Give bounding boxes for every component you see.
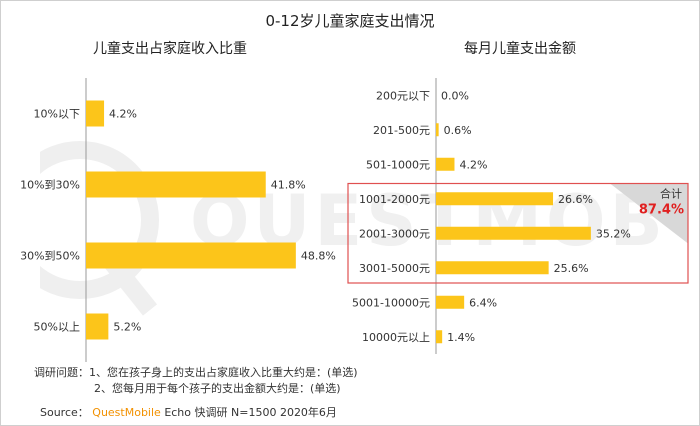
source-detail: Echo 快调研 N=1500 2020年6月 xyxy=(164,406,337,419)
right-bar xyxy=(436,157,455,171)
total-corner-triangle xyxy=(610,183,688,244)
left-value-label: 4.2% xyxy=(109,108,137,121)
survey-question-1: 调研问题：1、您在孩子身上的支出占家庭收入比重大约是：(单选) xyxy=(34,366,358,379)
right-bar xyxy=(436,192,554,206)
right-chart-title: 每月儿童支出金额 xyxy=(464,41,576,57)
left-category-label: 30%到50% xyxy=(20,250,80,263)
right-value-label: 35.2% xyxy=(596,227,631,240)
right-category-label: 5001-10000元 xyxy=(352,296,430,309)
right-value-label: 25.6% xyxy=(554,262,589,275)
right-category-label: 10000元以上 xyxy=(362,331,430,344)
highlight-box xyxy=(347,182,689,284)
right-bar-chart: 200元以下 0.0% 201-500元 0.6% 501-1000元 4.2% 1001-… xyxy=(352,78,631,354)
left-value-label: 5.2% xyxy=(113,321,141,334)
right-bar xyxy=(436,123,439,137)
right-value-label: 1.4% xyxy=(447,331,475,344)
total-value: 87.4% xyxy=(639,203,684,218)
right-category-label: 501-1000元 xyxy=(366,158,430,171)
left-category-label: 50%以上 xyxy=(34,321,80,334)
right-category-label: 201-500元 xyxy=(373,124,430,137)
page-title: 0-12岁儿童家庭支出情况 xyxy=(265,12,435,30)
left-category-label: 10%到30% xyxy=(20,179,80,192)
right-value-label: 0.6% xyxy=(444,124,472,137)
right-bar xyxy=(436,261,549,275)
total-label: 合计 xyxy=(660,187,682,201)
left-bar xyxy=(86,313,109,340)
left-bar-chart: 10%以下 4.2% 10%到30% 41.8% 30%到50% 48.8% 50%以上 5.… xyxy=(20,78,336,362)
right-bar xyxy=(436,226,591,240)
source-prefix: Source： xyxy=(40,406,89,419)
left-chart-title: 儿童支出占家庭收入比重 xyxy=(93,41,247,57)
right-bar xyxy=(436,330,443,344)
right-category-label: 200元以下 xyxy=(376,89,430,102)
source-brand: QuestMobile xyxy=(92,406,161,419)
left-bar xyxy=(86,242,296,269)
right-category-label: 1001-2000元 xyxy=(359,193,430,206)
right-value-label: 26.6% xyxy=(558,193,593,206)
right-value-label: 0.0% xyxy=(441,89,469,102)
right-bar xyxy=(436,295,465,309)
source-line: Source： QuestMobile Echo 快调研 N=1500 2020… xyxy=(40,404,337,420)
left-value-label: 48.8% xyxy=(301,250,336,263)
right-value-label: 4.2% xyxy=(459,158,487,171)
left-value-label: 41.8% xyxy=(271,179,306,192)
right-value-label: 6.4% xyxy=(469,296,497,309)
highlight-group: 合计 87.4% xyxy=(347,182,689,284)
left-category-label: 10%以下 xyxy=(34,108,80,121)
left-bar xyxy=(86,100,105,127)
survey-question-2: 2、您每月用于每个孩子的支出金额大约是：(单选) xyxy=(94,382,341,395)
right-category-label: 3001-5000元 xyxy=(359,262,430,275)
right-category-label: 2001-3000元 xyxy=(359,227,430,240)
left-bar xyxy=(86,171,266,198)
